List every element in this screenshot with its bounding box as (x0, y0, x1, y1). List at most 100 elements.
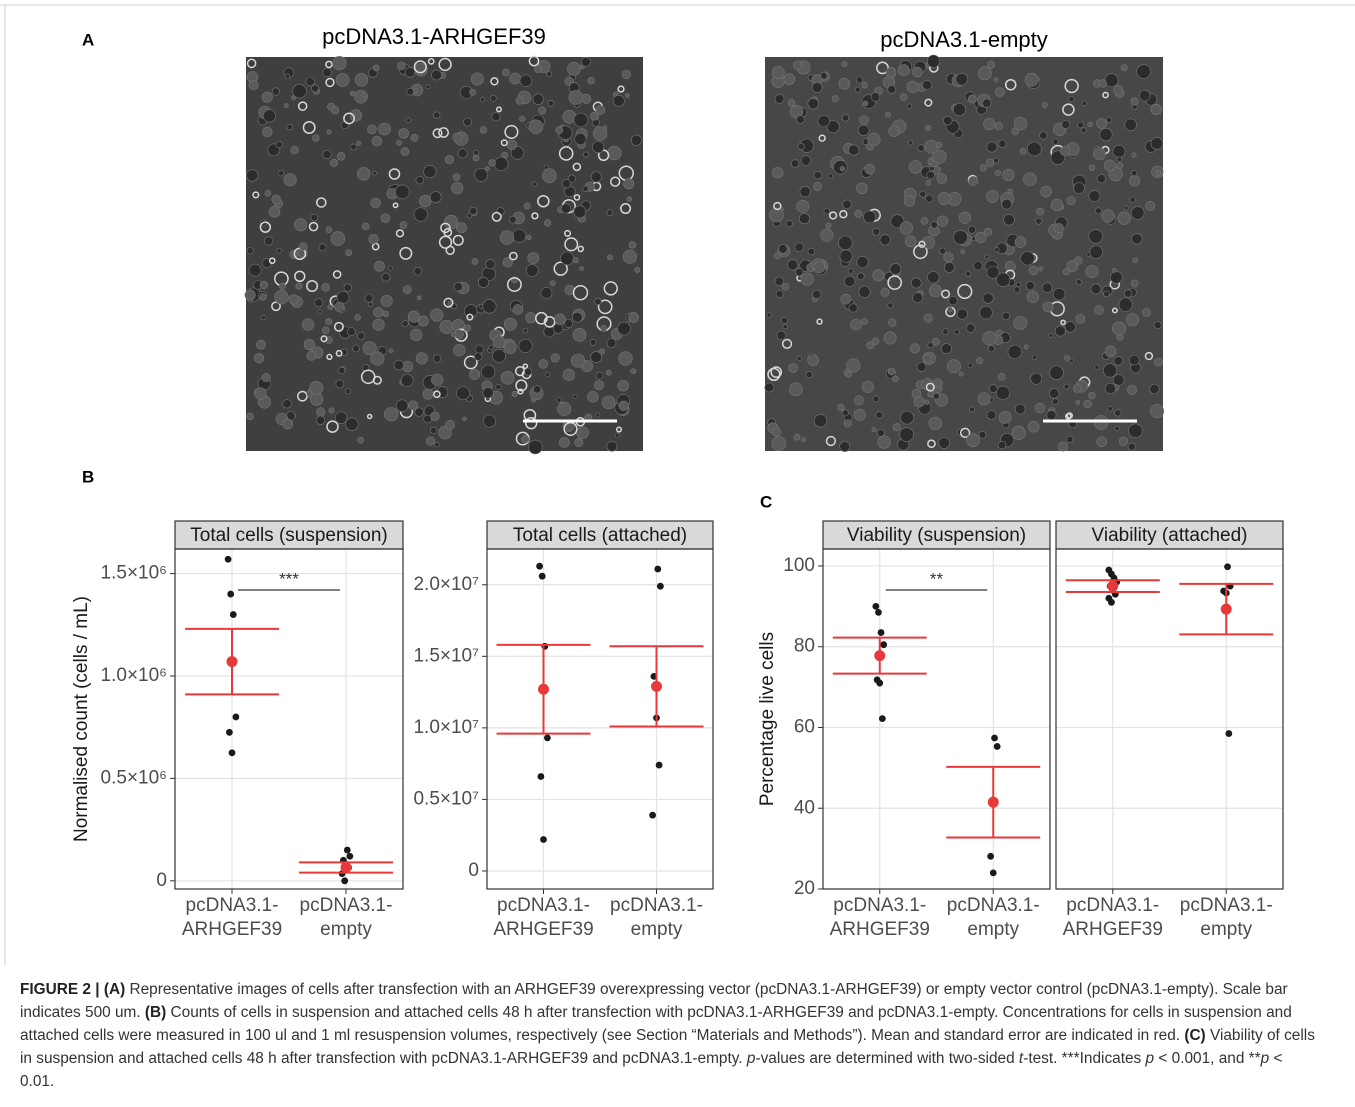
cell (917, 144, 925, 152)
cell (816, 318, 823, 325)
cell (407, 310, 420, 323)
cell (367, 124, 377, 135)
cell (892, 423, 901, 432)
cell (885, 67, 897, 78)
cell (1004, 78, 1017, 91)
cell (825, 222, 832, 229)
cell (485, 166, 490, 172)
cell (401, 320, 409, 327)
cell (1014, 403, 1026, 415)
cell (979, 164, 987, 172)
cell (336, 290, 350, 304)
y-tick-label: 0.5×10⁷ (413, 788, 479, 809)
cell (512, 228, 527, 243)
cell (1096, 174, 1106, 184)
cell (813, 414, 828, 428)
cell (850, 318, 862, 331)
cell (630, 134, 642, 146)
cell (818, 134, 826, 142)
data-point (228, 749, 236, 757)
cell (811, 82, 823, 93)
cell (431, 69, 442, 81)
cell (966, 433, 980, 447)
cell (326, 353, 333, 361)
cell (1024, 72, 1039, 87)
cell (1064, 78, 1079, 94)
cell (572, 162, 582, 172)
y-tick-label: 1.0×10⁶ (101, 665, 167, 686)
cell (840, 293, 852, 305)
cell (965, 323, 976, 333)
cell (453, 344, 466, 357)
cell (1062, 103, 1075, 116)
cell (932, 337, 940, 346)
cell (771, 427, 782, 437)
cell (926, 170, 935, 180)
cell (404, 67, 416, 78)
cell (345, 249, 353, 257)
cell (333, 321, 344, 332)
cell (855, 76, 863, 84)
cell (1086, 251, 1091, 257)
cell (522, 363, 529, 370)
cell (910, 277, 922, 289)
cell (935, 141, 943, 149)
cell (589, 338, 597, 346)
cell (982, 292, 994, 304)
cell (853, 408, 866, 421)
cell (567, 174, 576, 183)
cell (1101, 209, 1115, 223)
cell (1132, 257, 1139, 264)
cell (290, 145, 299, 155)
cell (526, 234, 532, 241)
cell (1094, 364, 1100, 370)
cell (1102, 91, 1109, 99)
cell (908, 140, 914, 146)
cell (887, 85, 897, 94)
cell (479, 97, 485, 103)
cell (1020, 251, 1035, 266)
cell (615, 426, 623, 433)
cell (474, 344, 484, 354)
cell (471, 258, 479, 265)
cell (382, 310, 390, 317)
cell (495, 384, 502, 391)
cell (316, 197, 327, 208)
cell (282, 418, 294, 430)
cell (927, 342, 934, 349)
cell (373, 307, 384, 318)
cell (396, 140, 402, 146)
cell (1075, 279, 1082, 286)
cell (839, 249, 853, 263)
cell (606, 440, 618, 452)
cell (957, 283, 973, 300)
cell (262, 126, 273, 138)
cell (630, 368, 637, 375)
cell (572, 394, 578, 400)
cell (367, 301, 374, 308)
cell (847, 268, 854, 274)
cell (1145, 201, 1156, 211)
cell (502, 257, 513, 268)
cell (790, 159, 800, 168)
plot-background (487, 549, 713, 889)
cell (260, 314, 267, 321)
data-point (880, 641, 888, 649)
caption-text: Counts of cells in suspension and attach… (20, 1004, 1292, 1044)
mean-point (651, 680, 662, 692)
cell (1069, 358, 1074, 364)
cell (877, 435, 891, 449)
cell (1004, 261, 1016, 272)
cell (275, 140, 283, 149)
cell (925, 194, 934, 203)
cell (430, 426, 438, 434)
cell (1039, 131, 1048, 140)
cell (452, 132, 463, 143)
caption-italic: p (1145, 1050, 1155, 1067)
cell (841, 114, 850, 122)
cell (259, 280, 268, 290)
cell (861, 380, 874, 393)
cell (1052, 287, 1066, 301)
cell (1118, 297, 1133, 312)
cell (1013, 316, 1028, 330)
